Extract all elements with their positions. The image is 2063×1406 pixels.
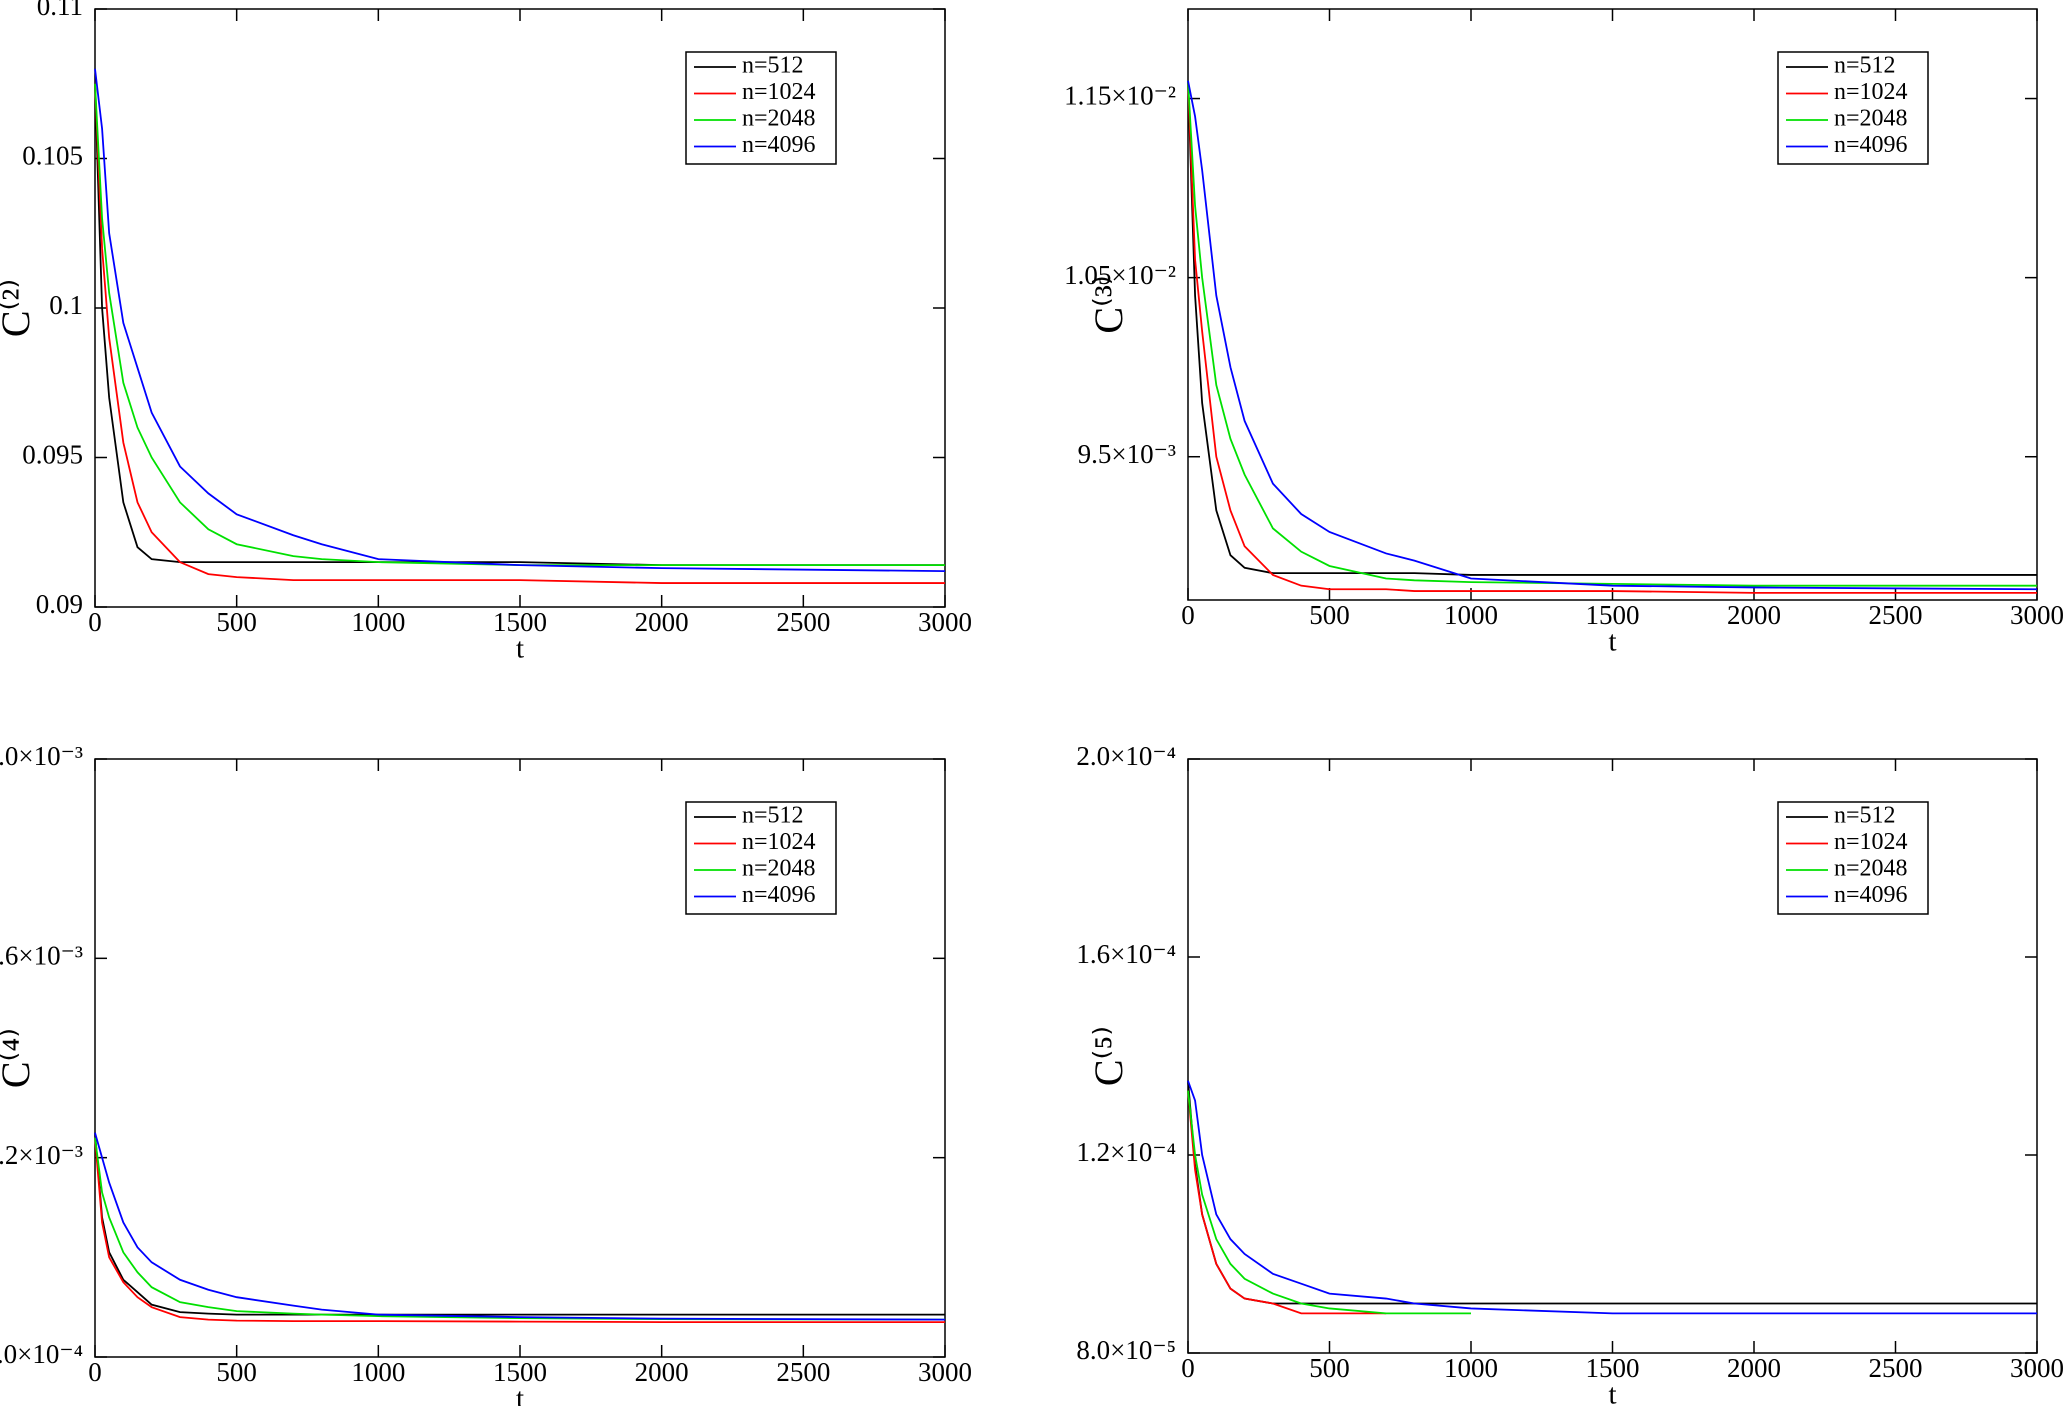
y-tick-label: 1.05×10⁻²	[1064, 260, 1176, 290]
legend-label: n=4096	[1834, 882, 1908, 908]
x-tick-label: 0	[88, 607, 102, 637]
panel: 0 500 1000 1500 2000 2500 3000 9.5×10⁻³ 1.05×10⁻…	[1064, 8, 2063, 658]
y-tick-label: 0.105	[22, 141, 83, 171]
x-tick-label: 0	[1181, 1353, 1195, 1383]
x-tick-label: 2500	[776, 607, 830, 637]
y-tick-label: 2.0×10⁻⁴	[1076, 741, 1176, 771]
y-tick-label: 8.0×10⁻⁴	[0, 1339, 83, 1369]
y-axis-label: C⁽⁵⁾	[1086, 1026, 1131, 1086]
legend-box	[685, 51, 837, 165]
legend-label: n=1024	[1834, 79, 1908, 105]
y-axis-label: C⁽⁴⁾	[0, 1028, 38, 1088]
y-tick-label: 0.095	[22, 440, 83, 470]
y-tick-label: 1.6×10⁻³	[0, 941, 83, 971]
x-tick-label: 2000	[635, 1357, 689, 1387]
legend-label: n=512	[742, 803, 804, 829]
x-tick-label: 1000	[351, 607, 405, 637]
legend-box	[685, 801, 837, 915]
series-line	[1187, 1090, 1471, 1315]
series-line	[1187, 1090, 1387, 1315]
panel: 0 500 1000 1500 2000 2500 3000 0.09 0.095 0.1 0.10…	[0, 0, 972, 665]
x-tick-label: 1000	[1444, 1353, 1498, 1383]
x-tick-label: 1000	[351, 1357, 405, 1387]
series-line	[1187, 80, 2037, 594]
x-tick-label: 0	[88, 1357, 102, 1387]
x-tick-label: 2000	[1727, 600, 1781, 630]
y-tick-label: 0.1	[49, 290, 83, 320]
y-axis-label: C⁽²⁾	[0, 279, 38, 337]
x-tick-label: 2000	[1727, 1353, 1781, 1383]
panel: 0 500 1000 1500 2000 2500 3000 8.0×10⁻⁵ 1.2×10⁻⁴…	[1076, 741, 2063, 1406]
series-line	[94, 68, 946, 573]
y-tick-label: 1.15×10⁻²	[1064, 81, 1176, 111]
series-line	[1187, 1080, 2037, 1305]
legend-label: n=1024	[742, 79, 816, 105]
x-tick-label: 1000	[1444, 600, 1498, 630]
x-tick-label: 1500	[1586, 600, 1640, 630]
y-tick-label: 0.09	[36, 589, 83, 619]
series-line	[94, 1137, 945, 1324]
x-axis-label: t	[516, 633, 524, 665]
y-tick-label: 9.5×10⁻³	[1078, 439, 1176, 469]
legend-label: n=2048	[742, 856, 816, 882]
series-line	[1187, 80, 2037, 576]
y-tick-label: 8.0×10⁻⁵	[1076, 1335, 1176, 1365]
x-tick-label: 2500	[1869, 1353, 1923, 1383]
x-tick-label: 3000	[918, 1357, 972, 1387]
series-line	[94, 83, 945, 567]
y-tick-label: 0.11	[37, 0, 83, 21]
y-tick-label: 1.2×10⁻³	[0, 1140, 83, 1170]
legend-label: n=4096	[1834, 132, 1908, 158]
legend-label: n=2048	[742, 106, 816, 132]
x-tick-label: 3000	[2010, 600, 2063, 630]
legend-label: n=4096	[742, 882, 816, 908]
legend-label: n=2048	[1834, 106, 1908, 132]
legend-label: n=512	[742, 53, 804, 79]
x-tick-label: 3000	[2010, 1353, 2063, 1383]
series-line	[94, 83, 945, 567]
legend-label: n=512	[1834, 803, 1896, 829]
series-line	[1187, 80, 2038, 591]
y-axis-label: C⁽³⁾	[1086, 275, 1131, 333]
x-tick-label: 500	[216, 1357, 257, 1387]
x-axis-label: t	[516, 1383, 524, 1406]
y-tick-label: 1.2×10⁻⁴	[1076, 1137, 1176, 1167]
legend-label: n=512	[1834, 53, 1896, 79]
x-axis-label: t	[1608, 626, 1616, 658]
legend-box	[1777, 51, 1929, 165]
x-tick-label: 0	[1181, 600, 1195, 630]
series-line	[94, 1137, 946, 1321]
x-tick-label: 2500	[776, 1357, 830, 1387]
x-tick-label: 500	[216, 607, 257, 637]
x-axis-label: t	[1608, 1379, 1616, 1406]
x-tick-label: 500	[1309, 1353, 1350, 1383]
legend-label: n=4096	[742, 132, 816, 158]
x-tick-label: 500	[1309, 600, 1350, 630]
series-line	[1187, 1080, 2037, 1315]
legend-label: n=2048	[1834, 856, 1908, 882]
legend-label: n=1024	[1834, 829, 1908, 855]
series-line	[94, 1132, 946, 1321]
legend-box	[1777, 801, 1929, 915]
legend-label: n=1024	[742, 829, 816, 855]
series-line	[94, 1132, 945, 1316]
y-tick-label: 2.0×10⁻³	[0, 741, 83, 771]
x-tick-label: 1500	[493, 607, 547, 637]
y-tick-label: 1.6×10⁻⁴	[1076, 939, 1176, 969]
x-tick-label: 1500	[493, 1357, 547, 1387]
series-line	[94, 83, 945, 584]
x-tick-label: 3000	[918, 607, 972, 637]
x-tick-label: 1500	[1586, 1353, 1640, 1383]
x-tick-label: 2500	[1869, 600, 1923, 630]
panel: 0 500 1000 1500 2000 2500 3000 8.0×10⁻⁴ 1.2×10⁻³…	[0, 741, 972, 1406]
x-tick-label: 2000	[635, 607, 689, 637]
